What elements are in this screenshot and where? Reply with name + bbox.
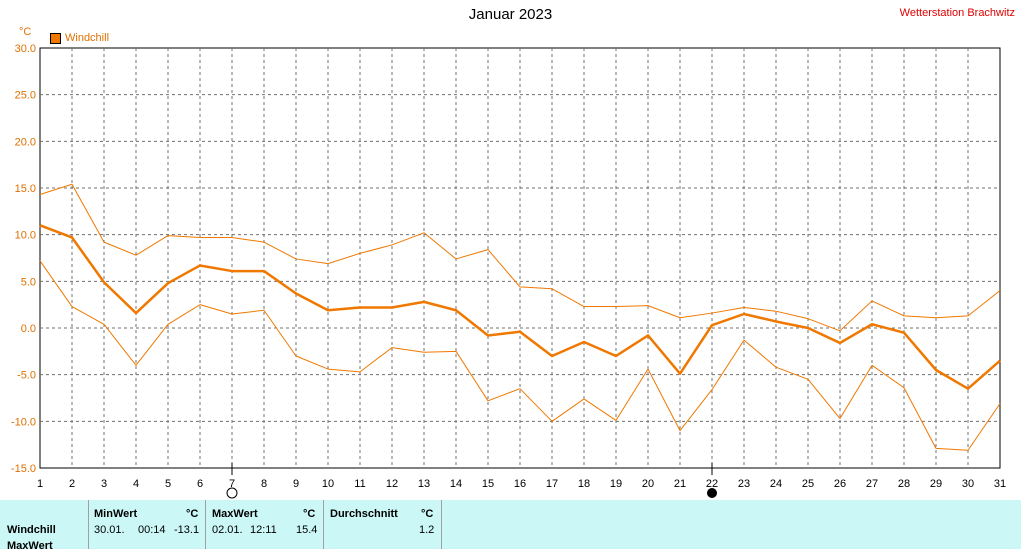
y-tick-label: 0.0 <box>21 323 36 335</box>
min-unit: °C <box>186 508 199 520</box>
x-tick-label: 31 <box>994 478 1006 490</box>
x-tick-label: 17 <box>546 478 558 490</box>
min-header: MinWert <box>94 508 138 520</box>
x-tick-label: 24 <box>770 478 782 490</box>
min-date: 30.01. <box>94 524 125 536</box>
series-line-min <box>39 260 1001 451</box>
chart-svg: 30.0 25.0 20.0 15.0 10.0 5.0 0.0 -5.0 -10.0 -15.0… <box>11 43 1006 499</box>
max-unit: °C <box>303 508 316 520</box>
series-line-avg <box>39 224 1001 390</box>
x-tick-label: 4 <box>133 478 139 490</box>
avg-value: 1.2 <box>419 524 435 536</box>
chart-title: Januar 2023 <box>468 6 553 23</box>
x-tick-label: 14 <box>450 478 462 490</box>
x-tick-label: 15 <box>482 478 494 490</box>
y-axis-unit: °C <box>19 26 32 38</box>
max-header: MaxWert <box>212 508 258 520</box>
y-tick-label: -15.0 <box>11 463 36 475</box>
x-tick-label: 21 <box>674 478 686 490</box>
full-moon-icon <box>226 487 238 499</box>
new-moon-icon <box>707 488 717 498</box>
x-tick-label: 23 <box>738 478 750 490</box>
x-tick-label: 25 <box>802 478 814 490</box>
y-tick-label: -10.0 <box>11 416 36 428</box>
y-tick-label: 15.0 <box>15 183 36 195</box>
station-name: Wetterstation Brachwitz <box>899 7 1015 19</box>
legend-swatch <box>50 32 61 44</box>
x-tick-label: 9 <box>293 478 299 490</box>
x-tick-label: 30 <box>962 478 974 490</box>
x-tick-label: 20 <box>642 478 654 490</box>
x-tick-label: 10 <box>322 478 334 490</box>
x-tick-label: 11 <box>354 478 365 490</box>
legend-label: Windchill <box>65 32 110 44</box>
avg-header: Durchschnitt <box>330 508 398 520</box>
max-time: 12:11 <box>250 524 277 536</box>
table-divider <box>88 500 89 549</box>
x-tick-label: 22 <box>706 478 718 490</box>
legend: Windchill <box>50 32 109 44</box>
x-tick-label: 5 <box>165 478 171 490</box>
y-tick-label: -5.0 <box>17 370 36 382</box>
x-tick-label: 13 <box>418 478 430 490</box>
max-value: 15.4 <box>296 524 318 536</box>
table-divider <box>441 500 442 549</box>
y-tick-label: 30.0 <box>15 43 36 55</box>
x-tick-label: 27 <box>866 478 878 490</box>
avg-unit: °C <box>421 508 434 520</box>
stats-row-label-2: MaxWert <box>7 540 53 552</box>
y-tick-label: 5.0 <box>21 276 36 288</box>
x-tick-label: 6 <box>197 478 203 490</box>
x-tick-label: 16 <box>514 478 526 490</box>
x-tick-label: 7 <box>229 478 235 490</box>
x-tick-label: 19 <box>610 478 622 490</box>
x-tick-label: 12 <box>386 478 398 490</box>
table-divider <box>323 500 324 549</box>
y-tick-label: 10.0 <box>15 230 36 242</box>
table-divider <box>205 500 206 549</box>
x-tick-label: 18 <box>578 478 590 490</box>
x-tick-label: 8 <box>261 478 267 490</box>
y-tick-label: 20.0 <box>15 136 36 148</box>
x-tick-label: 28 <box>898 478 910 490</box>
x-tick-label: 2 <box>69 478 75 490</box>
stats-table: Windchill MaxWert MinWert °C 30.01. 00:1… <box>0 500 1021 552</box>
x-tick-label: 3 <box>101 478 107 490</box>
stats-row-label: Windchill <box>7 524 56 536</box>
max-date: 02.01. <box>212 524 243 536</box>
min-time: 00:14 <box>138 524 166 536</box>
x-tick-label: 1 <box>37 478 43 490</box>
x-tick-label: 29 <box>930 478 942 490</box>
series-line-max <box>39 183 1001 332</box>
y-tick-label: 25.0 <box>15 90 36 102</box>
min-value: -13.1 <box>174 524 200 536</box>
x-tick-label: 26 <box>834 478 846 490</box>
